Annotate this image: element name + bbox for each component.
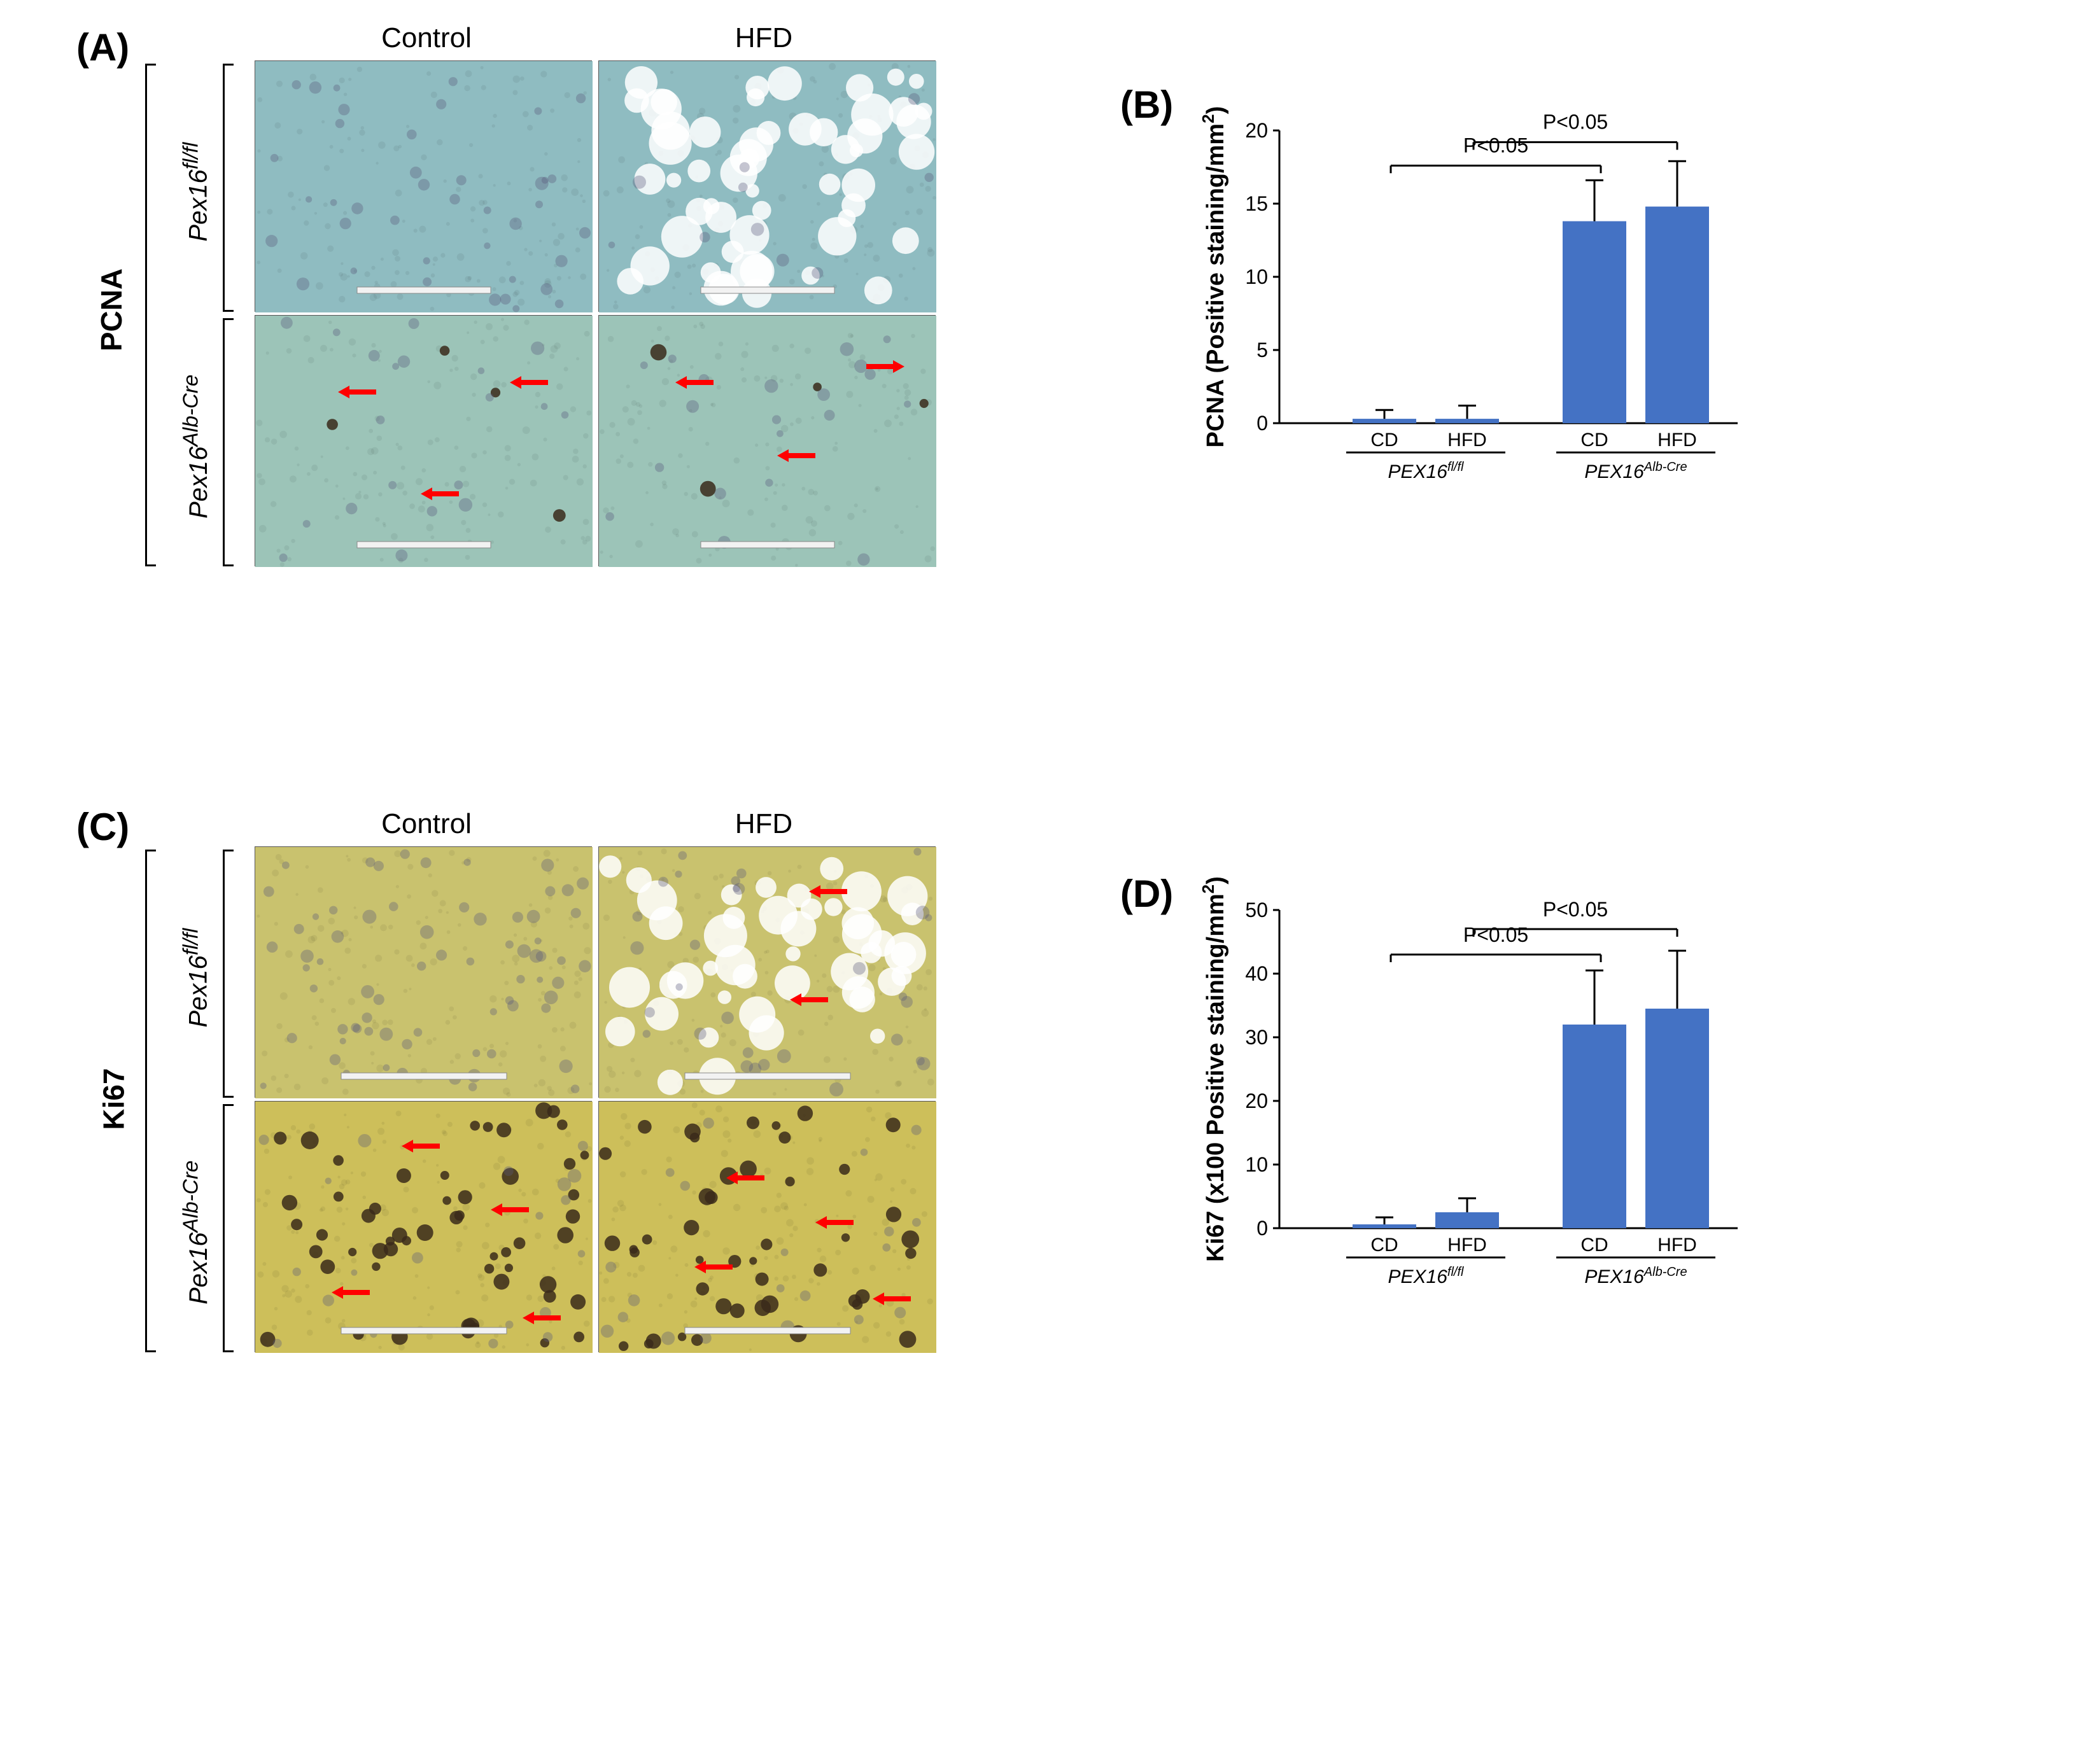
row-label-ki67: Ki67: [97, 1068, 131, 1130]
bracket-albcre-c: [223, 1104, 225, 1352]
col-header-hfd-a: HFD: [719, 22, 808, 54]
svg-text:P<0.05: P<0.05: [1543, 898, 1608, 921]
panel-label-c: (C): [76, 805, 129, 849]
svg-text:0: 0: [1256, 412, 1268, 435]
svg-text:30: 30: [1245, 1026, 1268, 1049]
panel-label-d: (D): [1120, 872, 1173, 916]
svg-text:P<0.05: P<0.05: [1543, 111, 1608, 134]
bracket-albcre-a: [223, 318, 225, 566]
micrograph: [255, 1101, 592, 1352]
svg-text:40: 40: [1245, 962, 1268, 985]
svg-text:PEX16fl/fl: PEX16fl/fl: [1388, 1265, 1465, 1287]
genotype-flfl-a: Pex16fl/fl: [179, 143, 213, 242]
panel-label-b: (B): [1120, 83, 1173, 127]
svg-text:HFD: HFD: [1447, 1235, 1487, 1256]
svg-text:5: 5: [1256, 339, 1268, 361]
svg-text:CD: CD: [1580, 430, 1608, 451]
svg-text:PEX16Alb-Cre: PEX16Alb-Cre: [1584, 460, 1687, 482]
svg-text:PCNA (Positive staining/mm2): PCNA (Positive staining/mm2): [1199, 106, 1229, 448]
bracket-flfl-a: [223, 64, 225, 312]
svg-text:20: 20: [1245, 119, 1268, 142]
svg-text:0: 0: [1256, 1217, 1268, 1240]
col-header-hfd-c: HFD: [719, 808, 808, 840]
svg-text:50: 50: [1245, 899, 1268, 921]
bracket-flfl-c: [223, 850, 225, 1098]
svg-text:Ki67 (x100 Positive staining/m: Ki67 (x100 Positive staining/mm2): [1199, 876, 1229, 1262]
svg-text:10: 10: [1245, 265, 1268, 288]
svg-text:PEX16Alb-Cre: PEX16Alb-Cre: [1584, 1265, 1687, 1287]
svg-text:HFD: HFD: [1657, 430, 1697, 451]
svg-text:15: 15: [1245, 192, 1268, 215]
col-header-control-c: Control: [356, 808, 496, 840]
micrograph: [598, 846, 936, 1098]
micrograph: [598, 315, 936, 566]
genotype-flfl-c: Pex16fl/fl: [179, 928, 213, 1028]
row-label-pcna: PCNA: [94, 269, 129, 351]
svg-text:10: 10: [1245, 1153, 1268, 1176]
micrograph: [255, 315, 592, 566]
panel-label-a: (A): [76, 25, 129, 69]
bracket-pcna: [145, 64, 147, 566]
micrograph: [255, 60, 592, 312]
micrograph: [598, 60, 936, 312]
svg-text:HFD: HFD: [1657, 1235, 1697, 1256]
chart-ki67: 0 10 20 30 40 50 CD HFD PEX16fl/fl CD HFD PEX16Alb-…: [1197, 885, 1769, 1330]
svg-text:CD: CD: [1370, 430, 1398, 451]
genotype-albcre-a: Pex16Alb-Cre: [179, 374, 213, 518]
svg-text:20: 20: [1245, 1089, 1268, 1112]
bracket-ki67: [145, 850, 147, 1352]
genotype-albcre-c: Pex16Alb-Cre: [179, 1160, 213, 1304]
col-header-control-a: Control: [356, 22, 496, 54]
svg-text:CD: CD: [1370, 1235, 1398, 1256]
svg-text:HFD: HFD: [1447, 430, 1487, 451]
chart-pcna: 0 5 10 15 20 CD HFD PEX16fl/fl CD HFD PEX16Alb-Cre…: [1197, 105, 1769, 519]
micrograph: [598, 1101, 936, 1352]
svg-text:CD: CD: [1580, 1235, 1608, 1256]
micrograph: [255, 846, 592, 1098]
svg-text:PEX16fl/fl: PEX16fl/fl: [1388, 460, 1465, 482]
